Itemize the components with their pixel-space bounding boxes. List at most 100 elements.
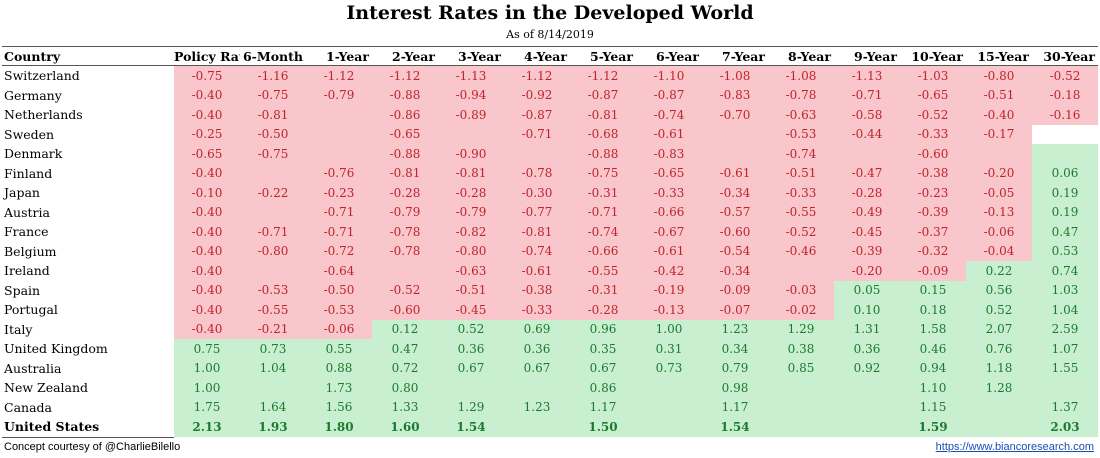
rate-cell [240, 163, 306, 183]
rate-cell: -0.40 [174, 105, 240, 125]
rate-cell: -0.74 [768, 144, 834, 164]
rate-cell: 1.56 [306, 397, 372, 417]
rate-cell: 0.05 [834, 280, 900, 300]
rate-cell: -0.52 [900, 105, 966, 125]
rate-cell: -0.80 [438, 241, 504, 261]
rate-cell: -0.79 [438, 202, 504, 222]
rate-cell: 0.94 [900, 358, 966, 378]
rate-cell: 1.31 [834, 319, 900, 339]
rate-cell: 0.67 [438, 358, 504, 378]
table-row: Austria -0.40 -0.71 -0.79 -0.79 -0.77 -0.71 -0.… [2, 202, 1098, 222]
rate-cell: -0.80 [240, 241, 306, 261]
rate-cell: 1.55 [1032, 358, 1098, 378]
country-name: Sweden [2, 124, 174, 144]
rate-cell: -0.57 [702, 202, 768, 222]
rate-cell: -0.13 [636, 300, 702, 320]
rate-cell: 1.03 [1032, 280, 1098, 300]
credit-note: Concept courtesy of @CharlieBilello [4, 441, 181, 453]
rate-cell: -0.19 [636, 280, 702, 300]
chart-subtitle: As of 8/14/2019 [506, 28, 594, 41]
rate-cell: -0.55 [240, 300, 306, 320]
rate-cell [768, 378, 834, 398]
rate-cell: 2.03 [1032, 417, 1098, 437]
rate-cell: -0.88 [570, 144, 636, 164]
rate-cell: -0.72 [306, 241, 372, 261]
rate-cell: -0.52 [372, 280, 438, 300]
rate-cell: -0.92 [504, 85, 570, 105]
rate-cell: -1.12 [306, 65, 372, 86]
rate-cell: 1.28 [966, 378, 1032, 398]
rate-cell: 0.31 [636, 339, 702, 359]
table-row: Ireland -0.40 -0.64 -0.63 -0.61 -0.55 -0.42 -0.… [2, 261, 1098, 281]
rate-cell: 1.59 [900, 417, 966, 437]
rate-cell: 0.69 [504, 319, 570, 339]
rate-cell: 1.54 [438, 417, 504, 437]
rate-cell: 1.23 [504, 397, 570, 417]
rate-cell: -0.79 [306, 85, 372, 105]
rate-cell: 0.52 [438, 319, 504, 339]
rate-cell: -0.81 [240, 105, 306, 125]
rate-cell: 0.53 [1032, 241, 1098, 261]
rate-cell: -0.90 [438, 144, 504, 164]
country-name: Finland [2, 163, 174, 183]
country-name: New Zealand [2, 378, 174, 398]
rate-cell: -0.81 [504, 222, 570, 242]
rate-cell: 2.59 [1032, 319, 1098, 339]
rate-cell: 0.73 [636, 358, 702, 378]
country-name: Switzerland [2, 65, 174, 86]
rate-cell: -0.05 [966, 183, 1032, 203]
rate-cell: 0.36 [438, 339, 504, 359]
source-link[interactable]: https://www.biancoresearch.com [935, 441, 1094, 453]
rate-cell: 0.96 [570, 319, 636, 339]
rate-cell: -0.13 [966, 202, 1032, 222]
rate-cell: -0.61 [636, 241, 702, 261]
rate-cell: 0.47 [372, 339, 438, 359]
rate-cell: 1.04 [240, 358, 306, 378]
rate-cell: 1.73 [306, 378, 372, 398]
rate-cell: -0.71 [306, 202, 372, 222]
rate-cell: -0.70 [702, 105, 768, 125]
column-header: 9-Year [834, 46, 900, 66]
country-name: Italy [2, 319, 174, 339]
rate-cell: -0.58 [834, 105, 900, 125]
column-header: 15-Year [966, 46, 1032, 66]
rate-cell: -1.08 [768, 65, 834, 86]
table-header-row: Country Policy Rate6-Month1-Year2-Year3-… [2, 46, 1098, 66]
rate-cell: 1.58 [900, 319, 966, 339]
rate-cell: -0.51 [966, 85, 1032, 105]
rate-cell: -1.12 [504, 65, 570, 86]
rate-cell: -0.60 [702, 222, 768, 242]
rate-cell [768, 417, 834, 437]
column-header: 5-Year [570, 46, 636, 66]
rate-cell: 1.75 [174, 397, 240, 417]
rate-cell: -1.08 [702, 65, 768, 86]
rate-cell: -0.65 [174, 144, 240, 164]
country-name: France [2, 222, 174, 242]
rate-cell: 2.07 [966, 319, 1032, 339]
rate-cell: -0.75 [240, 144, 306, 164]
rate-cell: -0.45 [438, 300, 504, 320]
rate-cell: -0.74 [504, 241, 570, 261]
rate-cell: -0.87 [636, 85, 702, 105]
rate-cell: -0.75 [174, 65, 240, 86]
rate-cell: -0.34 [702, 183, 768, 203]
rate-cell: -0.64 [306, 261, 372, 281]
rate-cell: 0.92 [834, 358, 900, 378]
column-header: 10-Year [900, 46, 966, 66]
rate-cell [306, 124, 372, 144]
rate-cell: 1.33 [372, 397, 438, 417]
rate-cell: -0.39 [900, 202, 966, 222]
rate-cell: -0.87 [570, 85, 636, 105]
rate-cell: 0.55 [306, 339, 372, 359]
rate-cell: -0.20 [834, 261, 900, 281]
rate-cell: 0.36 [504, 339, 570, 359]
rate-cell: -0.42 [636, 261, 702, 281]
country-name: Austria [2, 202, 174, 222]
country-name: Netherlands [2, 105, 174, 125]
rate-cell: -0.44 [834, 124, 900, 144]
column-header: 2-Year [372, 46, 438, 66]
rate-cell: -0.04 [966, 241, 1032, 261]
rate-cell [504, 144, 570, 164]
country-name: United States [2, 417, 174, 438]
country-name: Canada [2, 397, 174, 417]
